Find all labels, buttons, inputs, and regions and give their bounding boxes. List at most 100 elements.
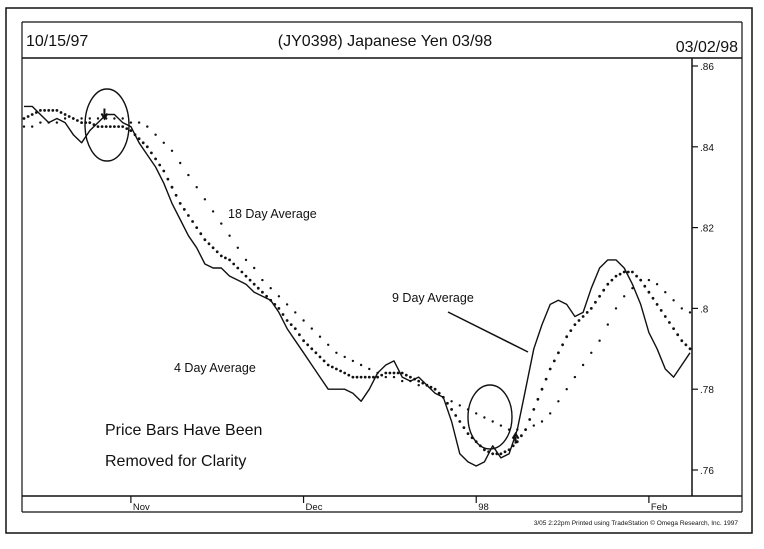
- series-point-18-day-average: [516, 428, 519, 431]
- series-point-18-day-average: [614, 307, 618, 310]
- series-point-18-day-average: [639, 278, 642, 282]
- series-point-9-day-average: [688, 347, 692, 351]
- series-point-18-day-average: [623, 295, 626, 298]
- series-point-9-day-average: [121, 125, 125, 128]
- series-point-18-day-average: [581, 363, 585, 367]
- x-tick-label: Nov: [133, 502, 150, 513]
- series-point-18-day-average: [269, 287, 272, 290]
- series-point-9-day-average: [655, 303, 659, 306]
- series-point-18-day-average: [417, 384, 420, 387]
- series-point-9-day-average: [511, 444, 515, 448]
- series-point-9-day-average: [503, 450, 507, 454]
- series-point-18-day-average: [253, 266, 256, 270]
- series-point-9-day-average: [22, 117, 26, 120]
- series-point-9-day-average: [417, 379, 421, 383]
- series-point-9-day-average: [589, 307, 593, 310]
- series-point-9-day-average: [195, 226, 199, 230]
- series-point-18-day-average: [55, 121, 59, 124]
- series-point-9-day-average: [569, 329, 573, 332]
- series-point-9-day-average: [643, 284, 647, 288]
- series-point-9-day-average: [339, 369, 342, 373]
- series-point-9-day-average: [298, 333, 301, 337]
- series-point-9-day-average: [404, 373, 408, 377]
- series-point-9-day-average: [483, 448, 486, 452]
- series-point-18-day-average: [72, 117, 75, 120]
- series-point-18-day-average: [590, 351, 593, 354]
- series-point-9-day-average: [125, 127, 129, 130]
- series-point-18-day-average: [179, 161, 182, 165]
- series-point-9-day-average: [67, 115, 71, 118]
- series-point-9-day-average: [248, 278, 252, 282]
- series-point-9-day-average: [594, 300, 597, 304]
- series-point-9-day-average: [676, 333, 680, 337]
- series-point-18-day-average: [211, 210, 215, 213]
- series-point-18-day-average: [162, 141, 165, 144]
- series-point-9-day-average: [376, 375, 379, 379]
- series-point-18-day-average: [113, 117, 116, 120]
- series-point-9-day-average: [207, 242, 211, 246]
- series-point-9-day-average: [663, 315, 667, 318]
- series-point-9-day-average: [92, 123, 96, 126]
- series-point-18-day-average: [475, 412, 478, 415]
- series-point-18-day-average: [146, 125, 149, 128]
- outer-frame: [5, 7, 753, 534]
- series-point-9-day-average: [252, 282, 256, 286]
- label-18-day-average: 18 Day Average: [228, 207, 317, 221]
- series-point-9-day-average: [269, 298, 273, 302]
- series-point-9-day-average: [651, 296, 655, 300]
- label-9-day-average: 9 Day Average: [392, 291, 474, 305]
- series-point-9-day-average: [80, 121, 83, 124]
- series-point-9-day-average: [614, 274, 618, 278]
- series-point-9-day-average: [55, 109, 59, 112]
- note-line-2: Removed for Clarity: [105, 453, 246, 470]
- series-point-18-day-average: [688, 311, 692, 314]
- series-point-9-day-average: [211, 246, 215, 250]
- series-point-9-day-average: [166, 177, 170, 181]
- series-point-9-day-average: [577, 319, 581, 322]
- series-point-9-day-average: [51, 109, 55, 112]
- series-point-18-day-average: [154, 133, 157, 136]
- series-point-9-day-average: [631, 270, 634, 274]
- series-point-9-day-average: [277, 307, 281, 310]
- series-point-9-day-average: [318, 355, 322, 359]
- series-point-18-day-average: [335, 351, 338, 354]
- series-point-9-day-average: [384, 371, 388, 375]
- series-point-9-day-average: [281, 313, 285, 316]
- series-point-9-day-average: [491, 452, 495, 456]
- series-point-18-day-average: [401, 379, 404, 383]
- series-point-9-day-average: [306, 343, 310, 347]
- series-point-18-day-average: [376, 371, 379, 375]
- series-point-9-day-average: [532, 408, 536, 411]
- series-point-9-day-average: [672, 327, 675, 330]
- series-point-9-day-average: [388, 371, 392, 375]
- series-point-18-day-average: [351, 359, 355, 363]
- y-tick-label: .78: [700, 385, 714, 396]
- series-point-9-day-average: [413, 377, 416, 381]
- series-point-9-day-average: [380, 373, 384, 377]
- series-point-9-day-average: [429, 385, 433, 389]
- series-point-18-day-average: [499, 424, 503, 427]
- series-point-9-day-average: [137, 137, 141, 141]
- series-point-9-day-average: [310, 347, 314, 351]
- series-point-9-day-average: [335, 367, 338, 371]
- series-point-9-day-average: [96, 125, 100, 128]
- series-point-9-day-average: [104, 125, 108, 128]
- series-point-18-day-average: [294, 311, 297, 314]
- series-point-9-day-average: [145, 145, 149, 149]
- series-point-9-day-average: [285, 319, 289, 322]
- series-point-18-day-average: [557, 400, 560, 403]
- series-point-18-day-average: [80, 117, 83, 120]
- series-point-18-day-average: [88, 117, 92, 120]
- series-point-18-day-average: [368, 367, 371, 371]
- series-point-9-day-average: [43, 109, 46, 112]
- series-point-18-day-average: [425, 384, 429, 387]
- x-tick-label: 98: [478, 502, 489, 513]
- series-point-9-day-average: [343, 371, 347, 375]
- series-point-9-day-average: [178, 202, 182, 205]
- series-point-9-day-average: [626, 270, 630, 274]
- series-point-9-day-average: [347, 373, 351, 377]
- series-point-9-day-average: [520, 434, 523, 438]
- series-point-18-day-average: [187, 173, 190, 177]
- series-point-9-day-average: [602, 288, 606, 292]
- series-point-9-day-average: [63, 113, 67, 116]
